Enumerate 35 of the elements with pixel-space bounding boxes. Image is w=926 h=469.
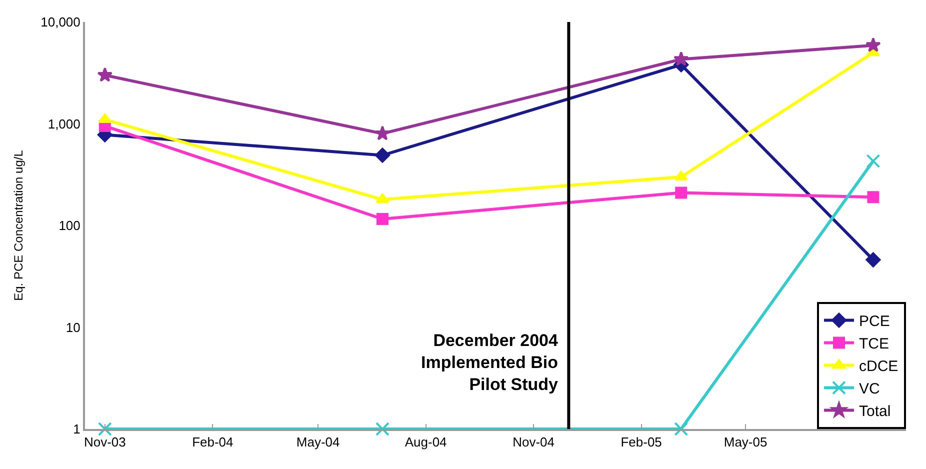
point bbox=[375, 422, 390, 436]
x-tick-label: Feb-04 bbox=[192, 434, 234, 450]
legend-label: VC bbox=[859, 380, 880, 398]
legend-label: TCE bbox=[859, 336, 889, 353]
point bbox=[376, 212, 388, 225]
y-axis-title: Eq. PCE Concentration ug/L bbox=[11, 150, 26, 301]
point bbox=[674, 170, 688, 180]
point bbox=[674, 422, 688, 436]
point bbox=[97, 67, 113, 82]
point bbox=[374, 126, 390, 140]
legend-label: cDCE bbox=[859, 358, 898, 376]
y-tick-label: 1,000 bbox=[48, 116, 80, 132]
point bbox=[376, 194, 390, 204]
x-tick-label: May-04 bbox=[296, 434, 340, 450]
point bbox=[98, 114, 112, 124]
y-tick-label: 10 bbox=[66, 320, 80, 335]
x-tick-label: Nov-04 bbox=[512, 434, 555, 450]
point bbox=[675, 186, 688, 199]
point bbox=[374, 148, 390, 163]
point bbox=[866, 252, 881, 268]
point bbox=[673, 51, 689, 66]
point bbox=[98, 422, 112, 436]
y-tick-label: 100 bbox=[58, 218, 80, 234]
y-tick-label: 1 bbox=[73, 422, 80, 437]
point bbox=[866, 37, 881, 52]
x-tick-label: Feb-05 bbox=[620, 434, 662, 450]
y-tick-label: 10,000 bbox=[40, 14, 80, 30]
legend-label: PCE bbox=[859, 313, 890, 330]
x-tick-label: Aug-04 bbox=[404, 434, 447, 450]
point bbox=[867, 191, 880, 204]
ref-line-label: December 2004 Implemented Bio Pilot Study bbox=[421, 331, 559, 394]
x-tick-label: Nov-03 bbox=[84, 434, 126, 450]
x-tick-label: May-05 bbox=[724, 434, 768, 450]
legend-label: Total bbox=[859, 403, 891, 420]
point bbox=[866, 154, 880, 168]
